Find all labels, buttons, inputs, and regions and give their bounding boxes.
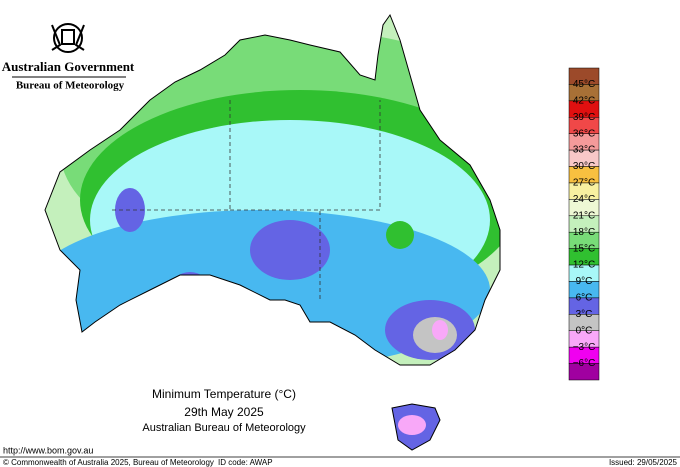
legend-label: 45°C <box>573 79 595 90</box>
footer-id-code: ID code: AWAP <box>218 458 273 467</box>
legend-swatch <box>568 363 600 381</box>
legend: 45°C 42°C 39°C 36°C 33°C 30°C 27°C 24°C 21°C 18°C… <box>568 67 600 381</box>
legend-label: 0°C <box>576 325 593 336</box>
legend-label: 9°C <box>576 276 593 287</box>
legend-label: 39°C <box>573 112 595 123</box>
map-title: Minimum Temperature (°C) <box>152 387 296 401</box>
legend-label: 15°C <box>573 243 595 254</box>
legend-label: 18°C <box>573 227 595 238</box>
legend-label: 12°C <box>573 260 595 271</box>
legend-label: 30°C <box>573 161 595 172</box>
legend-label: 6°C <box>576 293 593 304</box>
footer-copyright: © Commonwealth of Australia 2025, Bureau… <box>3 458 214 467</box>
legend-label: 24°C <box>573 194 595 205</box>
map-source: Australian Bureau of Meteorology <box>142 422 306 434</box>
legend-label: −3°C <box>573 342 596 353</box>
footer-issued: Issued: 29/05/2025 <box>609 458 678 467</box>
legend-label: −6°C <box>573 358 596 369</box>
logo <box>51 23 85 53</box>
legend-label: 36°C <box>573 128 595 139</box>
legend-label: 3°C <box>576 309 593 320</box>
legend-label: 42°C <box>573 95 595 106</box>
legend-label: 21°C <box>573 210 595 221</box>
legend-label: 33°C <box>573 145 595 156</box>
tasmania-field <box>392 404 440 450</box>
government-name: Australian Government <box>2 59 135 74</box>
legend-label: 27°C <box>573 178 595 189</box>
agency-name: Bureau of Meteorology <box>16 80 125 92</box>
footer-url: http://www.bom.gov.au <box>3 445 93 455</box>
map-date: 29th May 2025 <box>184 405 264 419</box>
